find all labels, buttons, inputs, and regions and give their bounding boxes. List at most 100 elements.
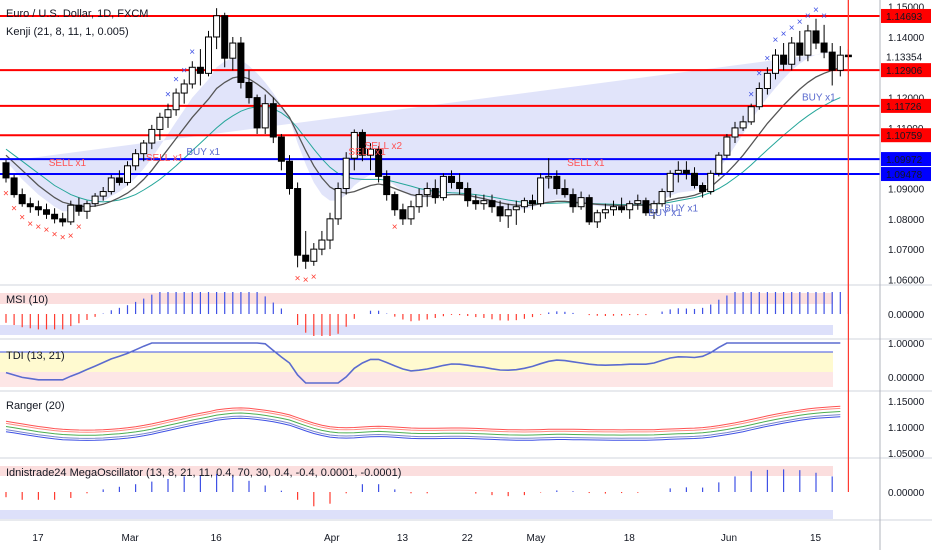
candle-body xyxy=(188,66,196,85)
candle-body xyxy=(334,188,342,220)
price-label-text: 1.12906 xyxy=(886,66,923,77)
oversold-x-marker: × xyxy=(311,272,317,283)
candle-body xyxy=(229,42,237,59)
time-tick-label: 15 xyxy=(810,533,822,544)
trade-signal-label: BUY x1 xyxy=(648,208,682,219)
candle-body xyxy=(407,206,415,220)
price-label-text: 1.09972 xyxy=(886,155,923,166)
tdi-line xyxy=(5,342,841,384)
candle-body xyxy=(431,188,439,199)
trade-signal-label: SELL x2 xyxy=(365,141,403,152)
candle-body xyxy=(326,218,334,241)
candle-body xyxy=(124,165,131,183)
candle-body xyxy=(747,106,755,123)
price-label-box xyxy=(881,152,931,167)
kenji-band-fill xyxy=(6,51,841,212)
oversold-x-marker: × xyxy=(68,231,74,242)
oversold-x-marker: × xyxy=(27,219,33,230)
candle-body xyxy=(553,175,561,190)
trade-signal-label: SELL x1 xyxy=(146,153,184,164)
overbought-x-marker: × xyxy=(181,65,187,76)
msi-tick-label: 0.00000 xyxy=(888,310,925,321)
candle-body xyxy=(650,203,658,214)
candle-body xyxy=(245,81,253,99)
candle-body xyxy=(59,218,67,223)
candle-body xyxy=(699,184,707,193)
candle-body xyxy=(269,103,277,138)
overbought-x-marker: × xyxy=(797,17,803,28)
candle-body xyxy=(601,209,609,214)
price-label-box xyxy=(881,8,931,23)
msi-label: MSI (10) xyxy=(6,294,48,306)
ranger-band xyxy=(5,405,841,431)
candle-body xyxy=(375,148,383,177)
candle-body xyxy=(196,66,204,74)
candle-body xyxy=(51,213,59,220)
candle-body xyxy=(520,200,528,208)
candle-body xyxy=(456,181,464,190)
candle-body xyxy=(213,15,221,38)
price-label-text: 1.13354 xyxy=(886,53,923,64)
oversold-x-marker: × xyxy=(295,273,301,284)
tdi-tick-label: 1.00000 xyxy=(888,339,925,350)
indicator-panes xyxy=(0,0,932,521)
candle-body xyxy=(529,200,536,205)
candle-body xyxy=(439,175,447,199)
candle-body xyxy=(658,191,666,205)
candle-body xyxy=(99,191,107,197)
trade-signal-label: SELL x1 xyxy=(49,158,87,169)
candle-body xyxy=(2,162,10,179)
price-label-box xyxy=(881,63,931,78)
candle-body xyxy=(423,188,431,196)
price-tick-label: 1.14000 xyxy=(888,33,925,44)
candle-body xyxy=(642,200,650,214)
time-axis[interactable]: 17 Mar 16 Apr 13 22 May 18 Jun 15 xyxy=(32,533,821,544)
candle-body xyxy=(674,169,682,174)
candle-body xyxy=(358,131,366,156)
price-axis[interactable]: 1.150001.140001.130001.120001.110001.100… xyxy=(879,0,931,550)
candle-body xyxy=(43,209,50,215)
candle-body xyxy=(383,175,391,196)
price-tick-label: 1.09000 xyxy=(888,185,925,196)
candle-body xyxy=(496,206,504,217)
candle-body xyxy=(820,42,828,53)
candle-body xyxy=(34,206,42,211)
candle-body xyxy=(480,200,488,205)
oversold-x-marker: × xyxy=(303,275,309,286)
mega-upper-band xyxy=(0,466,833,476)
time-tick-label: 22 xyxy=(462,533,474,544)
price-label-text: 1.11726 xyxy=(886,102,922,113)
candle-body xyxy=(488,200,496,208)
candle-body xyxy=(350,131,358,159)
candle-body xyxy=(804,30,812,56)
oversold-x-marker: × xyxy=(60,232,66,243)
ranger-label: Ranger (20) xyxy=(6,400,65,412)
msi-lower-band xyxy=(0,325,833,335)
candle-body xyxy=(294,188,302,256)
main-price-pane[interactable]: ×××××××××××××××××× × × × × ××× × ××SELL x1 SELL … xyxy=(0,5,880,286)
oversold-x-marker: × xyxy=(11,204,17,215)
overbought-x-marker: × xyxy=(748,90,754,101)
candle-body xyxy=(132,153,140,167)
candle-body xyxy=(504,209,512,217)
candle-body xyxy=(318,239,326,250)
ranger-tick-label: 1.05000 xyxy=(888,449,925,460)
candle-body xyxy=(788,42,796,65)
time-tick-label: May xyxy=(527,533,546,544)
candle-body xyxy=(156,116,164,130)
candle-body xyxy=(83,203,91,212)
tdi-lower-band xyxy=(0,372,833,387)
candle-body xyxy=(828,51,836,71)
ranger-band xyxy=(5,407,841,433)
candle-body xyxy=(634,200,642,205)
candle-body xyxy=(164,109,172,118)
kenji-slow-line xyxy=(5,97,841,206)
msi-upper-band xyxy=(0,293,833,304)
price-label-box xyxy=(881,49,931,64)
candle-body xyxy=(691,172,698,186)
trade-signal-label: SELL x1 xyxy=(567,158,605,169)
candle-body xyxy=(512,206,520,211)
price-label-text: 1.14693 xyxy=(886,12,923,23)
candle-body xyxy=(772,54,779,74)
